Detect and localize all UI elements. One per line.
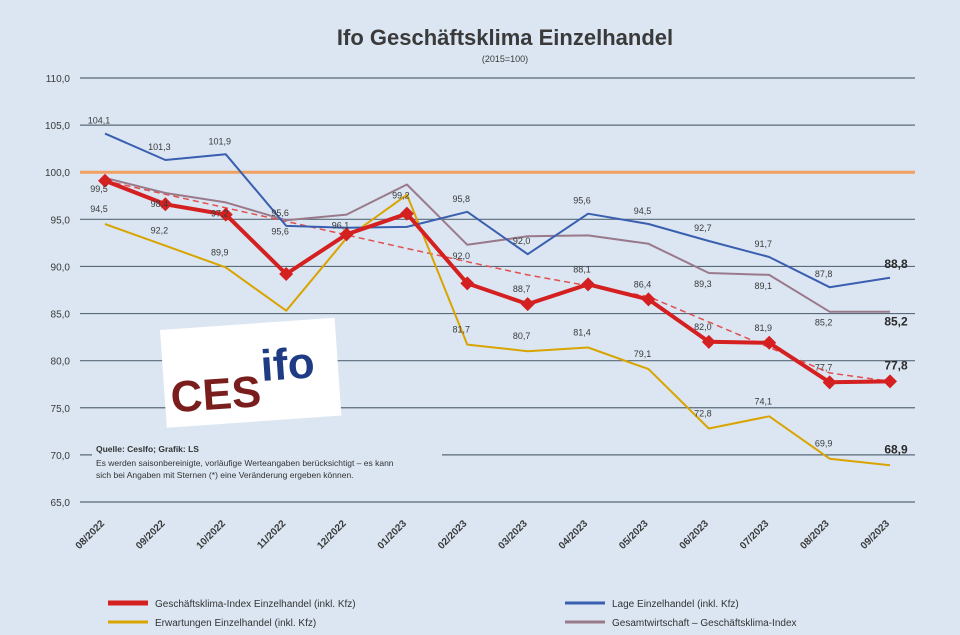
data-label: 92,7 (694, 223, 712, 233)
data-label: 95,6 (271, 226, 289, 236)
series-lines (98, 132, 897, 467)
legend-label-erwartungen: Erwartungen Einzelhandel (inkl. Kfz) (155, 618, 316, 629)
data-point-marker (701, 334, 716, 349)
data-label: 79,1 (634, 349, 652, 359)
data-label: 89,9 (211, 247, 229, 257)
data-label: 94,5 (90, 204, 108, 214)
data-label: 80,7 (513, 331, 531, 341)
data-point-marker (641, 292, 656, 307)
data-label: 94,5 (634, 206, 652, 216)
source-line-2: Es werden saisonbereinigte, vorläufige W… (96, 458, 394, 468)
y-tick-label: 70,0 (51, 451, 71, 462)
y-tick-label: 75,0 (51, 404, 71, 415)
data-label: 77,7 (815, 362, 833, 372)
data-label: 89,1 (754, 281, 772, 291)
data-label: 72,8 (694, 409, 712, 419)
y-axis-ticks: 65,0 70,0 75,0 80,0 85,0 90,0 95,0 100,0 105,0 11… (45, 74, 70, 509)
data-label: 88,8 (884, 257, 908, 271)
legend-label-lage: Lage Einzelhandel (inkl. Kfz) (612, 599, 739, 610)
data-label: 92,2 (151, 226, 169, 236)
data-point-marker (158, 197, 173, 212)
logo-text-ces: CES (169, 367, 263, 422)
data-label: 89,3 (694, 279, 712, 289)
data-point-marker (581, 277, 596, 292)
source-line-3: sich bei Angaben mit Sternen (*) eine Ve… (96, 470, 354, 480)
logo-background (160, 317, 342, 428)
data-point-marker (218, 207, 233, 222)
data-point-marker (762, 335, 777, 350)
data-point-marker (520, 297, 535, 312)
data-label: 99,5 (90, 184, 108, 194)
series-line-2 (104, 193, 891, 467)
data-label: 69,9 (815, 439, 833, 449)
series-line-3 (104, 176, 890, 313)
data-label: 85,2 (884, 315, 908, 329)
data-label: 101,9 (209, 136, 232, 146)
data-label: 92,0 (453, 251, 471, 261)
y-tick-label: 95,0 (51, 215, 71, 226)
y-tick-label: 65,0 (51, 498, 71, 509)
data-label: 68,9 (884, 442, 908, 456)
cesifo-logo: CES ifo (160, 317, 342, 428)
y-tick-label: 85,0 (51, 310, 71, 321)
legend: Geschäftsklima-Index Einzelhandel (inkl.… (108, 599, 797, 629)
data-label: 74,1 (754, 396, 772, 406)
data-label: 88,1 (573, 264, 591, 274)
y-tick-label: 80,0 (51, 357, 71, 368)
data-label: 104,1 (88, 116, 111, 126)
data-label: 96,1 (332, 221, 350, 231)
data-label: 98,4 (151, 199, 169, 209)
source-line-1: Quelle: CesIfo; Grafik: LS (96, 444, 199, 454)
data-labels: 94,5 92,2 89,9 81,7 80,7 81,4 79,1 72,8 74,1 69,9… (88, 116, 908, 457)
data-label: 101,3 (148, 142, 171, 152)
series-line-1 (104, 132, 891, 289)
data-point-marker (98, 173, 112, 188)
data-label: 81,7 (453, 325, 471, 335)
data-label: 81,4 (573, 327, 591, 337)
data-point-marker (883, 374, 897, 389)
data-label: 82,0 (694, 322, 712, 332)
source-note: Quelle: CesIfo; Grafik: LS Es werden sai… (92, 440, 442, 486)
data-label: 86,4 (634, 279, 652, 289)
data-point-marker (399, 206, 414, 221)
chart-subtitle: (2015=100) (482, 54, 528, 64)
y-tick-label: 105,0 (45, 121, 70, 132)
data-label: 97,2 (211, 208, 229, 218)
data-label: 99,2 (392, 190, 410, 200)
data-label: 92,0 (513, 236, 531, 246)
data-label: 95,6 (573, 196, 591, 206)
y-tick-label: 100,0 (45, 168, 70, 179)
data-label: 77,8 (884, 358, 908, 372)
data-point-marker (822, 375, 837, 390)
y-tick-label: 110,0 (46, 74, 71, 85)
data-point-marker (279, 266, 294, 281)
legend-label-gesamtwirtschaft: Gesamtwirtschaft – Geschäftsklima-Index (612, 618, 797, 629)
data-point-marker (460, 276, 475, 291)
y-tick-label: 90,0 (51, 262, 71, 273)
data-label: 95,8 (453, 194, 471, 204)
data-point-marker (339, 227, 354, 242)
series-line-0 (104, 178, 891, 385)
data-label: 95,6 (271, 208, 289, 218)
data-label: 85,2 (815, 318, 833, 328)
chart-title: Ifo Geschäftsklima Einzelhandel (337, 25, 673, 50)
data-label: 91,7 (754, 239, 772, 249)
logo-text-ifo: ifo (259, 338, 316, 391)
data-label: 87,8 (815, 269, 833, 279)
data-label: 88,7 (513, 284, 531, 294)
data-label: 81,9 (754, 323, 772, 333)
source-note-box (92, 440, 442, 486)
legend-label-geschaeftsklima: Geschäftsklima-Index Einzelhandel (inkl.… (155, 599, 356, 610)
